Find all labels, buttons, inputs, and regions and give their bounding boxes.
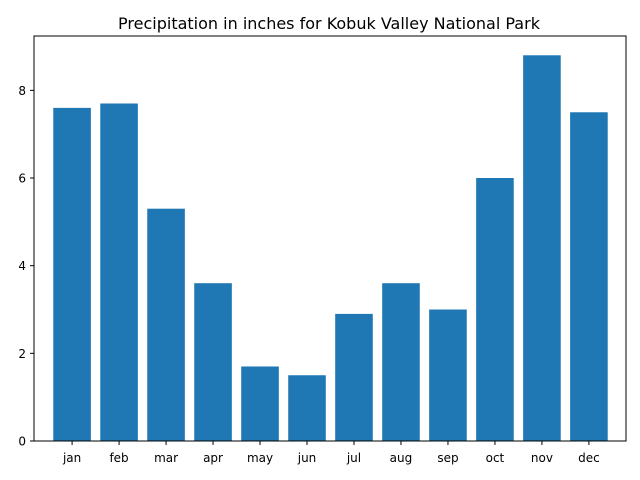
plot-frame xyxy=(33,35,627,442)
bar-feb xyxy=(100,103,138,441)
x-tick-label: dec xyxy=(578,451,600,465)
x-tick-label: feb xyxy=(109,451,128,465)
bar-sep xyxy=(429,309,467,441)
x-tick-label: sep xyxy=(437,451,458,465)
y-tick-label: 8 xyxy=(18,84,26,98)
y-axis: 0 2 4 6 8 xyxy=(18,84,34,449)
x-axis: jan feb mar apr may jun jul aug sep oct nov dec xyxy=(62,441,600,465)
bars-group xyxy=(53,55,608,442)
y-tick-label: 4 xyxy=(18,259,26,273)
bar-mar xyxy=(147,208,185,441)
x-tick-label: oct xyxy=(486,451,505,465)
x-tick-label: mar xyxy=(154,451,178,465)
y-tick-label: 2 xyxy=(18,347,26,361)
bar-oct xyxy=(476,178,514,441)
bar-dec xyxy=(570,112,608,441)
bar-jun xyxy=(288,375,326,441)
x-tick-label: apr xyxy=(203,451,223,465)
x-tick-label: may xyxy=(247,451,273,465)
x-tick-label: aug xyxy=(390,451,413,465)
x-tick-label: jul xyxy=(346,451,361,465)
chart-title: Precipitation in inches for Kobuk Valley… xyxy=(118,14,541,33)
y-tick-label: 6 xyxy=(18,172,26,186)
bar-nov xyxy=(523,55,561,442)
bar-jul xyxy=(335,313,373,441)
bar-jan xyxy=(53,107,91,441)
bar-apr xyxy=(194,283,232,441)
y-tick-label: 0 xyxy=(18,435,26,449)
bar-may xyxy=(241,366,279,441)
bar-aug xyxy=(382,283,420,441)
x-tick-label: jun xyxy=(297,451,317,465)
x-tick-label: nov xyxy=(531,451,553,465)
x-tick-label: jan xyxy=(62,451,81,465)
